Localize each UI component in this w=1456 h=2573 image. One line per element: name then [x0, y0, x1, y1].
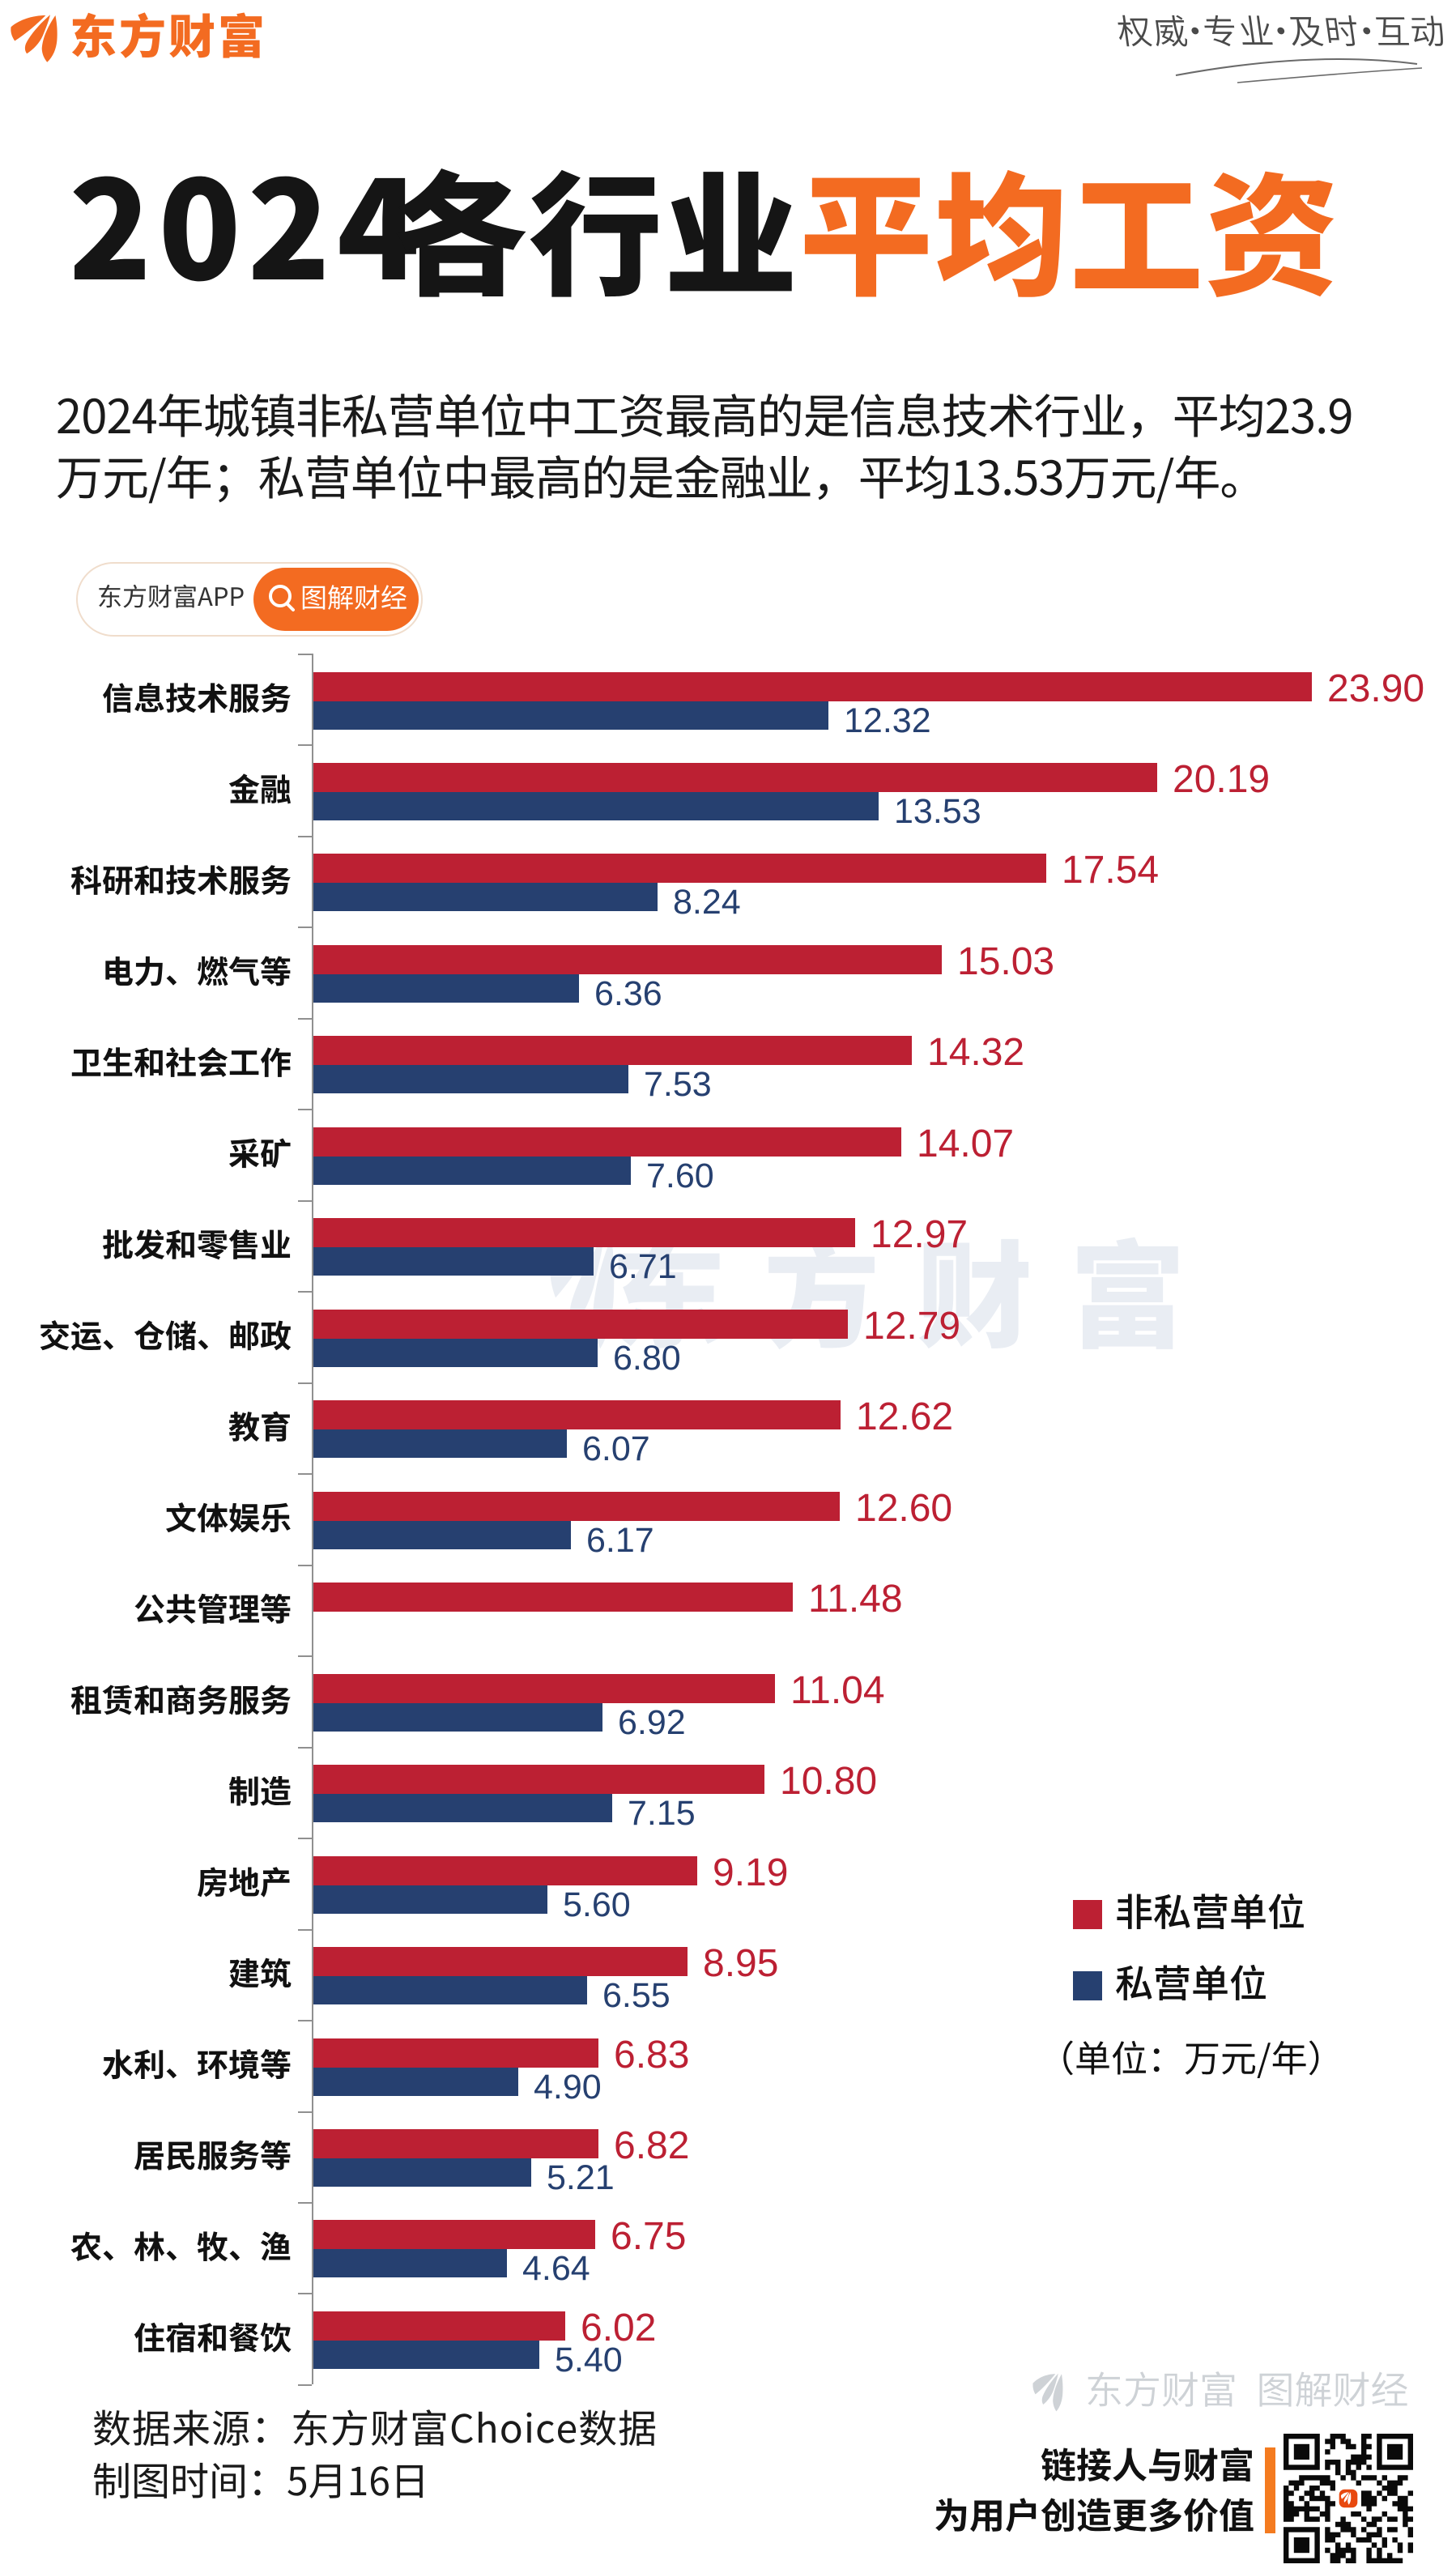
svg-text:6.07: 6.07 — [582, 1429, 650, 1468]
svg-text:6.71: 6.71 — [609, 1247, 677, 1286]
svg-text:12.62: 12.62 — [856, 1395, 953, 1438]
svg-text:4.64: 4.64 — [522, 2249, 590, 2288]
svg-text:11.04: 11.04 — [790, 1669, 885, 1712]
svg-text:8.24: 8.24 — [673, 883, 741, 922]
svg-text:6.92: 6.92 — [618, 1703, 686, 1742]
svg-text:15.03: 15.03 — [957, 940, 1054, 983]
svg-text:8.95: 8.95 — [703, 1942, 778, 1985]
svg-text:6.55: 6.55 — [602, 1976, 671, 2015]
svg-text:12.97: 12.97 — [871, 1213, 968, 1256]
svg-text:6.80: 6.80 — [613, 1339, 681, 1378]
svg-text:6.36: 6.36 — [594, 974, 662, 1013]
svg-text:6.17: 6.17 — [586, 1521, 654, 1560]
svg-text:5.21: 5.21 — [547, 2158, 615, 2197]
svg-text:6.82: 6.82 — [614, 2124, 689, 2167]
svg-text:12.60: 12.60 — [855, 1487, 952, 1530]
svg-text:4.90: 4.90 — [534, 2068, 602, 2107]
svg-text:12.79: 12.79 — [863, 1305, 960, 1348]
svg-text:5.60: 5.60 — [563, 1885, 631, 1924]
svg-text:7.15: 7.15 — [628, 1794, 696, 1833]
svg-text:23.90: 23.90 — [1327, 667, 1424, 710]
svg-text:11.48: 11.48 — [808, 1578, 903, 1621]
svg-text:14.07: 14.07 — [917, 1122, 1014, 1165]
svg-text:7.60: 7.60 — [646, 1157, 714, 1195]
svg-text:6.75: 6.75 — [611, 2215, 686, 2258]
svg-text:7.53: 7.53 — [644, 1065, 712, 1104]
svg-text:9.19: 9.19 — [713, 1851, 788, 1894]
svg-text:12.32: 12.32 — [844, 701, 931, 740]
svg-text:17.54: 17.54 — [1062, 849, 1159, 892]
svg-text:6.02: 6.02 — [581, 2307, 656, 2349]
svg-text:6.83: 6.83 — [614, 2034, 689, 2077]
svg-text:5.40: 5.40 — [555, 2341, 623, 2379]
svg-text:14.32: 14.32 — [927, 1031, 1024, 1074]
svg-text:20.19: 20.19 — [1173, 758, 1270, 801]
svg-text:13.53: 13.53 — [894, 792, 981, 831]
svg-text:10.80: 10.80 — [780, 1760, 877, 1803]
